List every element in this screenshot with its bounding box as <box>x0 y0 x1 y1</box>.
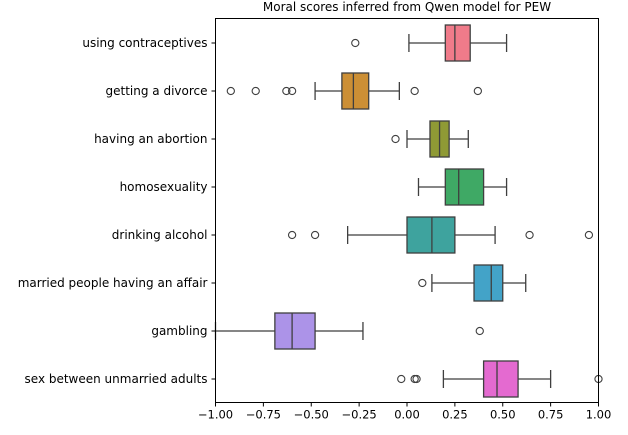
category-label: sex between unmarried adults <box>25 372 208 386</box>
x-tick-label: 0.75 <box>538 408 564 422</box>
outlier-point <box>418 278 427 288</box>
x-tick-label: −0.50 <box>294 408 329 422</box>
outlier-point <box>391 134 400 144</box>
x-tick-label: 0.50 <box>490 408 516 422</box>
boxes-layer <box>214 24 603 398</box>
category-label: getting a divorce <box>106 84 208 98</box>
x-tick-label: 1.00 <box>586 408 612 422</box>
outlier-point <box>226 86 235 96</box>
category-label: married people having an affair <box>18 276 208 290</box>
box-group <box>214 312 484 350</box>
category-label: drinking alcohol <box>112 228 208 242</box>
box-group <box>397 360 603 398</box>
box-group <box>287 216 594 254</box>
outlier-point <box>251 86 260 96</box>
outlier-point <box>351 38 360 48</box>
box <box>444 168 485 206</box>
outlier-point <box>287 86 297 96</box>
box <box>274 312 316 350</box>
category-label: homosexuality <box>120 180 208 194</box>
outlier-point <box>397 374 406 384</box>
outlier-point <box>584 230 594 240</box>
category-label: gambling <box>151 324 207 338</box>
box <box>482 360 519 398</box>
box-group <box>391 120 469 158</box>
outlier-point <box>473 86 483 96</box>
y-axis: using contraceptives getting a divorce hav… <box>18 36 216 386</box>
box-group <box>417 168 508 206</box>
category-label: using contraceptives <box>82 36 207 50</box>
outlier-point <box>475 326 484 336</box>
outlier-point <box>525 230 534 240</box>
outlier-point <box>310 230 320 240</box>
box <box>406 216 456 254</box>
box <box>444 24 471 62</box>
x-axis: −1.00 −0.75 −0.50 −0.25 0.00 0.25 0.50 0.75 1.00 <box>198 402 612 422</box>
box-group <box>226 72 483 110</box>
box <box>341 72 370 110</box>
outlier-point <box>287 230 297 240</box>
chart-title: Moral scores inferred from Qwen model fo… <box>263 0 551 14</box>
box <box>473 264 504 302</box>
x-tick-label: 0.00 <box>394 408 420 422</box>
x-tick-label: −0.75 <box>246 408 281 422</box>
box-group <box>418 264 527 302</box>
x-tick-label: −1.00 <box>198 408 233 422</box>
x-tick-label: −0.25 <box>342 408 377 422</box>
box-group <box>351 24 508 62</box>
outlier-point <box>412 374 421 384</box>
outlier-point <box>410 86 419 96</box>
category-label: having an abortion <box>94 132 207 146</box>
outlier-point <box>282 86 291 96</box>
plot-frame <box>215 18 599 403</box>
x-tick-label: 0.25 <box>442 408 468 422</box>
